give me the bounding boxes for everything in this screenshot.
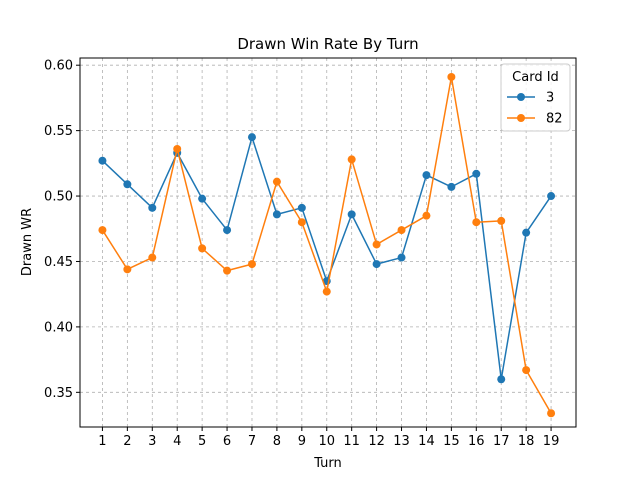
x-tick-label: 16 (468, 434, 485, 449)
y-tick-label: 0.45 (44, 255, 73, 270)
data-point (123, 180, 132, 189)
legend-marker (517, 114, 525, 122)
plot-area (79, 57, 577, 428)
x-tick-label: 12 (368, 434, 385, 449)
x-tick-label: 2 (123, 434, 131, 449)
data-point (372, 260, 381, 269)
data-point (472, 169, 481, 178)
data-point (272, 177, 281, 186)
legend-label: 82 (546, 112, 563, 127)
data-point (522, 228, 531, 237)
data-point (397, 253, 406, 262)
data-point (98, 156, 107, 165)
chart-title: Drawn Win Rate By Turn (237, 35, 418, 53)
data-point (547, 409, 556, 418)
data-point (247, 133, 256, 142)
x-tick-label: 14 (418, 434, 435, 449)
legend-title: Card Id (512, 70, 559, 85)
data-point (198, 194, 207, 203)
data-point (347, 210, 356, 219)
data-point (223, 226, 232, 235)
x-tick-label: 19 (543, 434, 560, 449)
data-point (497, 216, 506, 225)
series-layer (98, 72, 556, 418)
y-tick-label: 0.50 (44, 190, 73, 205)
legend-label: 3 (546, 91, 554, 106)
y-tick-label: 0.35 (44, 386, 73, 401)
data-point (272, 210, 281, 219)
y-axis: 0.35 0.40 0.45 0.50 0.55 0.60 (44, 59, 80, 401)
x-tick-label: 10 (318, 434, 335, 449)
data-point (247, 260, 256, 269)
data-point (98, 226, 107, 235)
legend-items: 382 (507, 91, 563, 127)
data-point (123, 265, 132, 274)
x-tick-label: 6 (223, 434, 231, 449)
legend-marker (517, 93, 525, 101)
x-axis: 1 2 3 4 5 6 7 8 9 10 11 12 13 14 15 16 17 18 19 (98, 427, 559, 449)
x-tick-label: 1 (98, 434, 106, 449)
data-point (422, 171, 431, 180)
data-point (347, 155, 356, 164)
x-tick-label: 18 (518, 434, 535, 449)
data-point (447, 182, 456, 191)
data-point (472, 218, 481, 227)
data-point (198, 244, 207, 253)
data-point (297, 218, 306, 227)
x-tick-label: 17 (493, 434, 510, 449)
y-axis-label: Drawn WR (20, 208, 35, 276)
y-tick-label: 0.55 (44, 124, 73, 139)
data-point (497, 375, 506, 384)
data-point (173, 144, 182, 153)
x-tick-label: 9 (298, 434, 306, 449)
y-tick-label: 0.60 (44, 59, 73, 74)
series-82 (98, 72, 556, 418)
data-point (372, 240, 381, 249)
data-point (148, 253, 157, 262)
y-tick-label: 0.40 (44, 320, 73, 335)
legend-box (500, 63, 571, 132)
data-point (297, 203, 306, 212)
x-tick-label: 11 (343, 434, 360, 449)
x-tick-label: 7 (248, 434, 256, 449)
data-point (547, 192, 556, 201)
data-point (322, 287, 331, 296)
x-axis-label: Turn (313, 456, 342, 471)
x-tick-label: 15 (443, 434, 460, 449)
x-tick-label: 3 (148, 434, 156, 449)
data-point (397, 226, 406, 235)
x-tick-label: 4 (173, 434, 181, 449)
x-tick-label: 13 (393, 434, 410, 449)
data-point (223, 266, 232, 275)
data-point (522, 366, 531, 375)
x-tick-label: 8 (273, 434, 281, 449)
data-point (447, 72, 456, 81)
x-tick-label: 5 (198, 434, 206, 449)
data-point (148, 203, 157, 212)
data-point (422, 211, 431, 220)
legend: Card Id 382 (500, 63, 571, 132)
